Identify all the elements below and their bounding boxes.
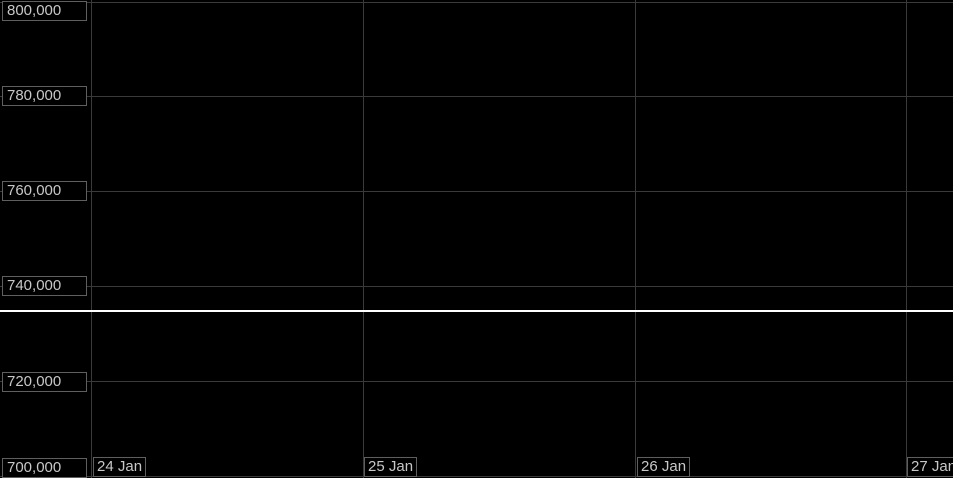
x-axis-label: 24 Jan bbox=[93, 457, 147, 477]
x-axis-label: 26 Jan bbox=[637, 457, 691, 477]
y-axis-label: 780,000 bbox=[2, 86, 87, 106]
h-gridline-720000 bbox=[0, 381, 953, 382]
v-gridline-24jan bbox=[91, 0, 92, 478]
y-axis-label: 740,000 bbox=[2, 276, 87, 296]
h-gridline-760000 bbox=[0, 191, 953, 192]
v-gridline-25jan bbox=[363, 0, 364, 478]
y-axis-label: 720,000 bbox=[2, 372, 87, 392]
y-axis-label: 700,000 bbox=[2, 458, 87, 478]
x-axis-label: 27 Jan bbox=[907, 457, 953, 477]
h-gridline-780000 bbox=[0, 96, 953, 97]
h-gridline-800000 bbox=[0, 2, 953, 3]
v-gridline-26jan bbox=[635, 0, 636, 478]
v-gridline-27jan bbox=[906, 0, 907, 478]
h-gridline-700000 bbox=[0, 476, 953, 477]
h-gridline-740000 bbox=[0, 286, 953, 287]
y-axis-label: 800,000 bbox=[2, 1, 87, 21]
current-price-line bbox=[0, 310, 953, 312]
y-axis-label: 760,000 bbox=[2, 181, 87, 201]
x-axis-label: 25 Jan bbox=[364, 457, 418, 477]
